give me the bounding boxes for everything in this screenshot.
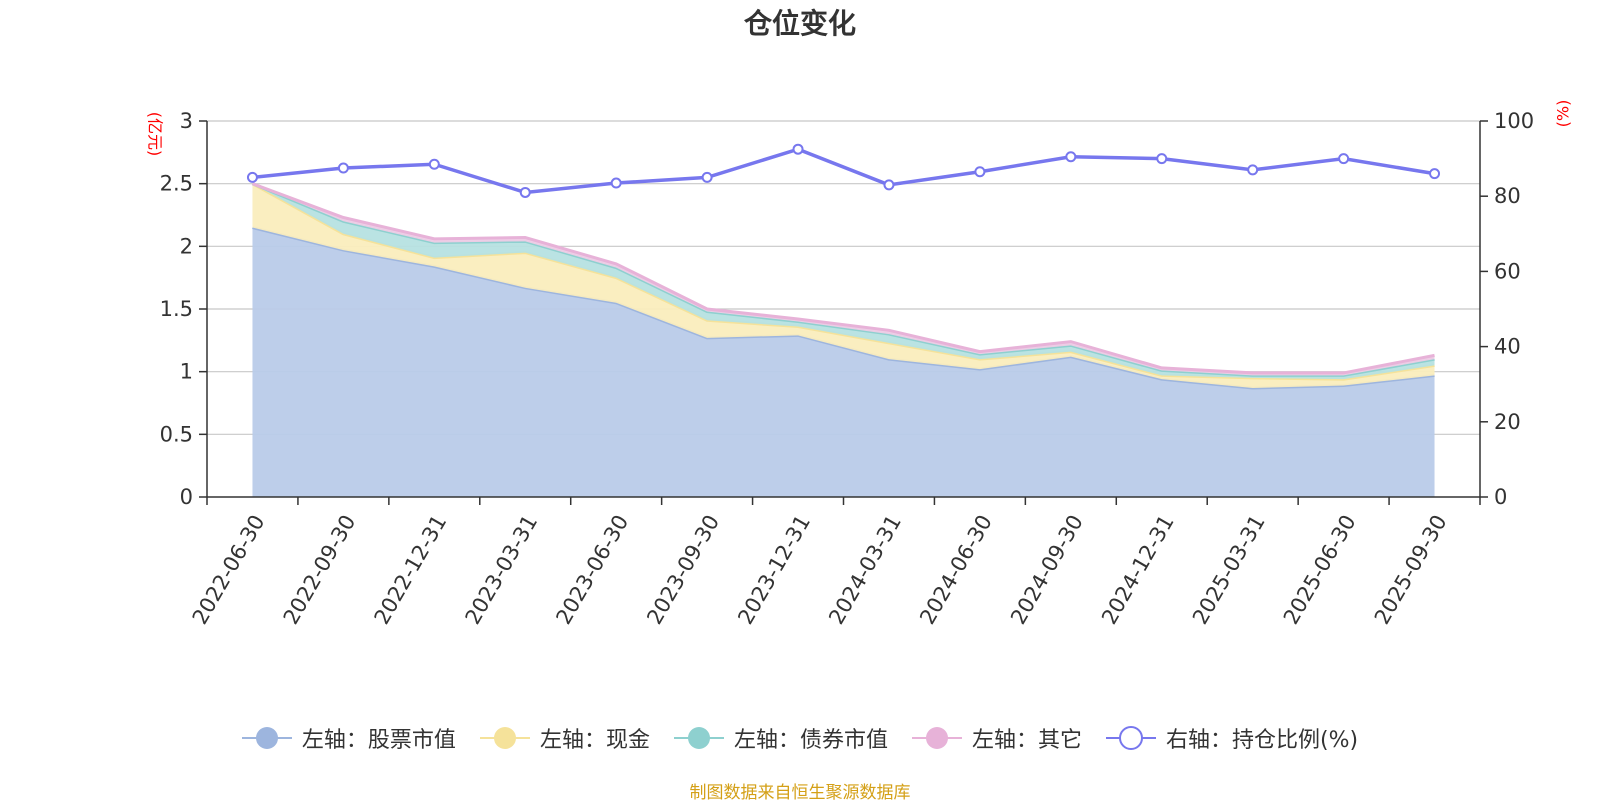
left-axis-tick-label: 0: [180, 485, 193, 509]
x-axis-tick-label: 2023-12-31: [733, 511, 815, 629]
left-axis-tick-label: 3: [180, 109, 193, 133]
left-axis-tick-label: 1: [180, 360, 193, 384]
legend-stock-icon: [241, 727, 292, 749]
stacked-areas: [251, 182, 1435, 498]
legend-bond-icon: [673, 727, 724, 749]
x-axis-tick-label: 2024-12-31: [1097, 511, 1179, 629]
ratio-point: [1247, 164, 1259, 176]
x-axis-tick-label: 2025-06-30: [1279, 511, 1361, 629]
right-axis-tick-label: 40: [1494, 335, 1521, 359]
x-axis-tick-label: 2023-09-30: [642, 511, 724, 629]
x-axis-tick-label: 2022-09-30: [279, 511, 361, 629]
left-axis-tick-label: 1.5: [160, 297, 193, 321]
legend-other-icon: [911, 727, 962, 749]
legend-label-cash: 左轴：现金: [539, 728, 650, 753]
ratio-line-path: [252, 147, 1435, 195]
legend-ratio-icon: [1105, 726, 1156, 750]
holding-ratio-line: [246, 143, 1441, 198]
ratio-point: [337, 162, 349, 174]
legend-item-bond[interactable]: 左轴：债券市值: [673, 722, 888, 754]
x-axis-tick-label: 2022-12-31: [370, 511, 452, 629]
x-axis-tick-label: 2024-06-30: [915, 511, 997, 629]
ratio-point: [246, 171, 258, 183]
left-axis-tick-label: 0.5: [160, 422, 193, 446]
area-series-0: [252, 227, 1435, 498]
ratio-point: [428, 158, 440, 170]
chart-title: 仓位变化: [743, 7, 856, 40]
legend-item-cash[interactable]: 左轴：现金: [479, 722, 650, 754]
ratio-point: [1429, 168, 1441, 180]
x-axis-tick-label: 2023-03-31: [461, 511, 543, 629]
legend-label-ratio: 右轴：持仓比例(%): [1165, 728, 1359, 753]
legend-label-other: 左轴：其它: [971, 728, 1082, 753]
x-axis-tick-label: 2023-06-30: [551, 511, 633, 629]
x-axis-tick-label: 2025-03-31: [1188, 511, 1270, 629]
left-axis-tick-label: 2: [180, 234, 193, 258]
legend-item-ratio[interactable]: 右轴：持仓比例(%): [1105, 722, 1359, 754]
data-source-note: 制图数据来自恒生聚源数据库: [689, 783, 911, 803]
legend: 左轴：股票市值 左轴：现金 左轴：债券市值 左轴：其它 右轴：持仓比例(%): [0, 722, 1600, 754]
right-axis-tick-label: 80: [1494, 184, 1521, 208]
legend-cash-icon: [479, 727, 530, 749]
ratio-point: [1065, 151, 1077, 163]
legend-label-stock: 左轴：股票市值: [301, 728, 456, 753]
ratio-point: [610, 177, 622, 189]
ratio-point: [883, 179, 895, 191]
x-axis-tick-label: 2022-06-30: [188, 511, 270, 629]
ratio-point: [701, 171, 713, 183]
ratio-point: [974, 166, 986, 178]
left-axis-tick-label: 2.5: [160, 172, 193, 196]
right-axis-tick-label: 20: [1494, 410, 1521, 434]
right-axis-tick-label: 100: [1494, 109, 1534, 133]
area-edge-series-3: [251, 182, 1435, 375]
ratio-point: [1156, 153, 1168, 165]
ratio-point: [792, 143, 804, 155]
legend-item-other[interactable]: 左轴：其它: [911, 722, 1082, 754]
x-axis-tick-label: 2024-03-31: [824, 511, 906, 629]
ratio-point: [519, 186, 531, 198]
right-axis-unit: (%): [1553, 99, 1573, 128]
area-series-1: [252, 183, 1435, 388]
legend-label-bond: 左轴：债券市值: [733, 728, 888, 753]
x-axis-tick-label: 2025-09-30: [1370, 511, 1452, 629]
left-axis-unit: (亿元): [145, 111, 165, 157]
right-axis-tick-label: 60: [1494, 259, 1521, 283]
right-axis-tick-label: 0: [1494, 485, 1507, 509]
ratio-point: [1338, 153, 1350, 165]
legend-item-stock[interactable]: 左轴：股票市值: [241, 722, 456, 754]
x-axis-tick-label: 2024-09-30: [1006, 511, 1088, 629]
